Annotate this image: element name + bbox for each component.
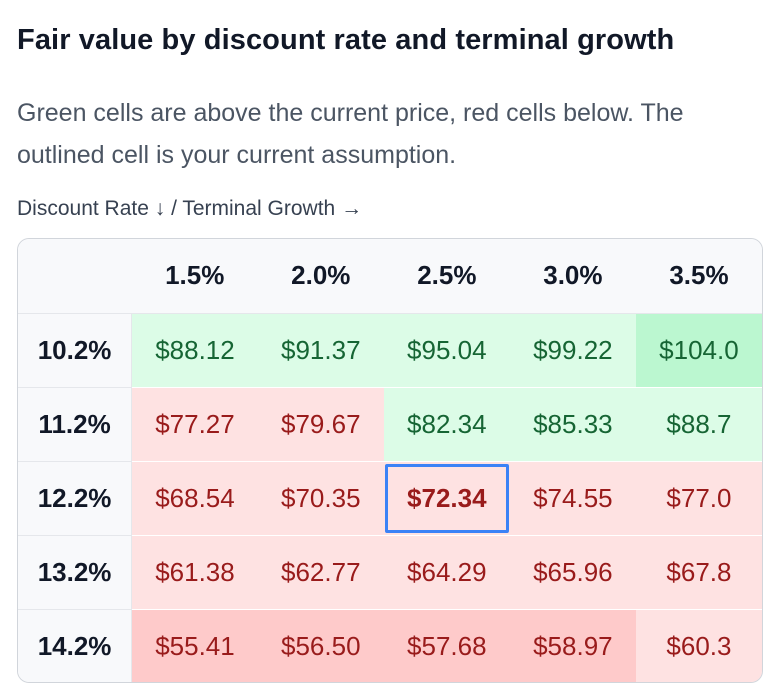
table-cell[interactable]: $77.27 xyxy=(131,387,258,462)
row-header: 12.2% xyxy=(18,461,133,536)
table-cell[interactable]: $56.50 xyxy=(257,609,384,682)
cell-value: $77.27 xyxy=(155,408,235,439)
cell-value: $70.35 xyxy=(281,482,361,513)
table-row: 13.2% $61.38 $62.77 $64.29 $65.96 $67.8 xyxy=(18,535,762,610)
cell-value: $104.0 xyxy=(659,334,739,365)
cell-value: $77.0 xyxy=(666,482,732,513)
cell-value: $79.67 xyxy=(281,408,361,439)
cell-value: $55.41 xyxy=(155,630,235,661)
cell-value: $91.37 xyxy=(281,334,361,365)
table-cell[interactable]: $61.38 xyxy=(131,535,258,610)
cell-value: $88.12 xyxy=(155,334,235,365)
cell-value: $56.50 xyxy=(281,630,361,661)
cell-value: $62.77 xyxy=(281,556,361,587)
table-cell[interactable]: $55.41 xyxy=(131,609,258,682)
cell-value: $74.55 xyxy=(533,482,613,513)
sensitivity-table-container: 1.5% 2.0% 2.5% 3.0% 3.5% 10.2% $88.12 $9… xyxy=(17,238,763,683)
table-cell[interactable]: $74.55 xyxy=(509,461,636,536)
table-cell[interactable]: $68.54 xyxy=(131,461,258,536)
table-cell[interactable]: $88.7 xyxy=(635,387,762,462)
cell-value: $61.38 xyxy=(155,556,235,587)
column-header: 2.5% xyxy=(383,239,510,314)
table-cell[interactable]: $70.35 xyxy=(257,461,384,536)
table-row: 12.2% $68.54 $70.35 $72.34 $74.55 $77.0 xyxy=(18,461,762,536)
table-cell[interactable]: $85.33 xyxy=(509,387,636,462)
page-title: Fair value by discount rate and terminal… xyxy=(17,24,675,56)
cell-value: $65.96 xyxy=(533,556,613,587)
table-cell[interactable]: $99.22 xyxy=(509,313,636,388)
table-cell[interactable]: $88.12 xyxy=(131,313,258,388)
table-cell[interactable]: $62.77 xyxy=(257,535,384,610)
table-cell[interactable]: $91.37 xyxy=(257,313,384,388)
cell-value: $57.68 xyxy=(407,630,487,661)
column-header: 1.5% xyxy=(131,239,258,314)
axis-caption: Discount Rate ↓ / Terminal Growth → xyxy=(17,197,363,220)
table-row: 10.2% $88.12 $91.37 $95.04 $99.22 $104.0 xyxy=(18,313,762,388)
cell-value: $68.54 xyxy=(155,482,235,513)
cell-value: $67.8 xyxy=(666,556,732,587)
table-cell[interactable]: $95.04 xyxy=(383,313,510,388)
cell-value: $60.3 xyxy=(666,630,732,661)
table-cell[interactable]: $58.97 xyxy=(509,609,636,682)
column-header: 2.0% xyxy=(257,239,384,314)
row-header: 11.2% xyxy=(18,387,133,462)
cell-value: $82.34 xyxy=(407,408,487,439)
corner-cell xyxy=(18,239,132,314)
header-row: 1.5% 2.0% 2.5% 3.0% 3.5% xyxy=(18,239,762,314)
cell-value: $64.29 xyxy=(407,556,487,587)
cell-value: $99.22 xyxy=(533,334,613,365)
table-cell[interactable]: $64.29 xyxy=(383,535,510,610)
table-cell[interactable]: $77.0 xyxy=(635,461,762,536)
sensitivity-table: 1.5% 2.0% 2.5% 3.0% 3.5% 10.2% $88.12 $9… xyxy=(18,239,762,682)
cell-value: $95.04 xyxy=(407,334,487,365)
row-header: 13.2% xyxy=(18,535,133,610)
table-cell[interactable]: $79.67 xyxy=(257,387,384,462)
table-cell[interactable]: $82.34 xyxy=(383,387,510,462)
table-cell[interactable]: $67.8 xyxy=(635,535,762,610)
table-row: 11.2% $77.27 $79.67 $82.34 $85.33 $88.7 xyxy=(18,387,762,462)
table-cell[interactable]: $65.96 xyxy=(509,535,636,610)
table-cell[interactable]: $104.0 xyxy=(635,313,762,388)
cell-value: $88.7 xyxy=(666,408,732,439)
cell-value: $72.34 xyxy=(407,482,487,513)
table-row: 14.2% $55.41 $56.50 $57.68 $58.97 $60.3 xyxy=(18,609,762,682)
cell-value: $85.33 xyxy=(533,408,613,439)
table-cell[interactable]: $57.68 xyxy=(383,609,510,682)
row-header: 10.2% xyxy=(18,313,133,388)
table-cell[interactable]: $60.3 xyxy=(635,609,762,682)
column-header: 3.5% xyxy=(635,239,762,314)
current-assumption-cell[interactable]: $72.34 xyxy=(383,461,510,536)
column-header: 3.0% xyxy=(509,239,636,314)
cell-value: $58.97 xyxy=(533,630,613,661)
page-subtitle: Green cells are above the current price,… xyxy=(17,99,684,169)
row-header: 14.2% xyxy=(18,609,133,682)
